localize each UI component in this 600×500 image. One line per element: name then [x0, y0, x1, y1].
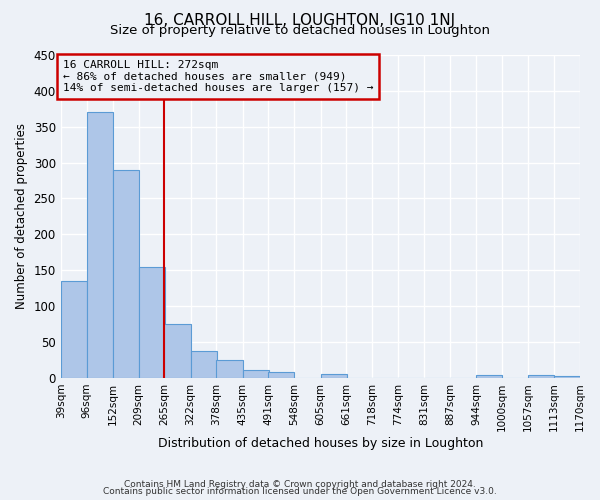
Bar — [217, 360, 242, 378]
Bar — [320, 374, 347, 378]
Bar — [268, 372, 295, 378]
X-axis label: Distribution of detached houses by size in Loughton: Distribution of detached houses by size … — [158, 437, 483, 450]
Bar — [476, 375, 502, 378]
Bar — [139, 266, 165, 378]
Text: Size of property relative to detached houses in Loughton: Size of property relative to detached ho… — [110, 24, 490, 37]
Bar — [528, 375, 554, 378]
Bar — [242, 370, 269, 378]
Bar — [554, 376, 580, 378]
Text: 16 CARROLL HILL: 272sqm
← 86% of detached houses are smaller (949)
14% of semi-d: 16 CARROLL HILL: 272sqm ← 86% of detache… — [62, 60, 373, 93]
Bar — [191, 350, 217, 378]
Bar — [61, 281, 87, 378]
Text: Contains public sector information licensed under the Open Government Licence v3: Contains public sector information licen… — [103, 487, 497, 496]
Bar — [113, 170, 139, 378]
Text: Contains HM Land Registry data © Crown copyright and database right 2024.: Contains HM Land Registry data © Crown c… — [124, 480, 476, 489]
Y-axis label: Number of detached properties: Number of detached properties — [15, 124, 28, 310]
Bar — [87, 112, 113, 378]
Text: 16, CARROLL HILL, LOUGHTON, IG10 1NJ: 16, CARROLL HILL, LOUGHTON, IG10 1NJ — [145, 12, 455, 28]
Bar — [164, 324, 191, 378]
